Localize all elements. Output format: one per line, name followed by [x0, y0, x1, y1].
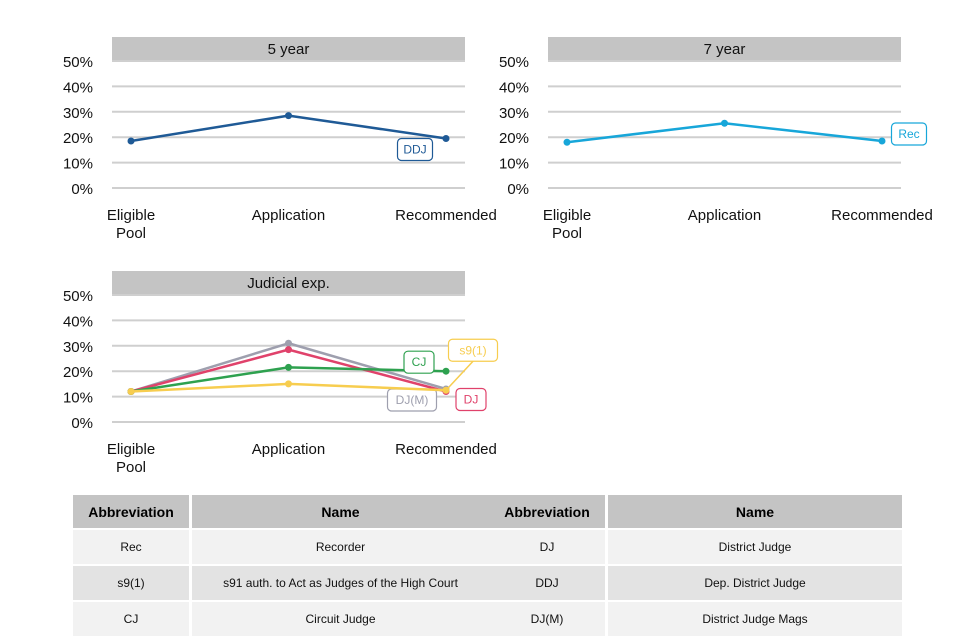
- data-point-s9-1: [285, 380, 292, 388]
- table-row: CJ Circuit Judge: [73, 600, 489, 636]
- series-label-dj-m: DJ(M): [396, 393, 429, 407]
- y-tick-label: 50%: [63, 54, 93, 71]
- y-tick-label: 30%: [63, 105, 93, 122]
- x-tick-label: Eligible Pool: [543, 207, 591, 242]
- chart-title-strip: [112, 37, 465, 61]
- series-label-ddj: DDJ: [403, 142, 426, 156]
- y-tick-label: 50%: [63, 288, 93, 305]
- series-label-box: [455, 387, 487, 412]
- chart-judicial-exp: Judicial exp. 0% 10% 20% 30% 40% 50% Eligible Po…: [63, 271, 499, 476]
- data-point-cj: [285, 363, 292, 371]
- header-name: Name: [192, 495, 489, 528]
- series-label-cj: CJ: [412, 355, 427, 369]
- data-point-rec: [721, 119, 728, 127]
- y-tick-label: 30%: [499, 105, 529, 122]
- data-point-ddj: [442, 134, 450, 142]
- x-tick-label: Recommended: [831, 207, 933, 224]
- table-row: DJ District Judge: [489, 528, 902, 564]
- y-tick-label: 40%: [63, 79, 93, 96]
- x-tick-label: Application: [252, 441, 325, 458]
- data-point-dj: [285, 346, 292, 354]
- x-tick-label: Eligible Pool: [107, 441, 155, 476]
- table-header-row: Abbreviation Name: [73, 495, 489, 528]
- name-cell: Circuit Judge: [192, 600, 489, 636]
- series-label-s9-1: s9(1): [459, 343, 486, 357]
- chart-title-strip: [112, 271, 465, 295]
- series-label-dj: DJ: [464, 393, 479, 407]
- y-tick-label: 0%: [71, 181, 93, 198]
- y-tick-label: 40%: [499, 79, 529, 96]
- x-tick-label: Recommended: [395, 207, 497, 224]
- table-row: Rec Recorder: [73, 528, 489, 564]
- x-tick-label: Application: [688, 207, 761, 224]
- chart-title: 7 year: [704, 41, 746, 58]
- abbr-cell: DJ(M): [489, 600, 608, 636]
- header-abbreviation: Abbreviation: [73, 495, 192, 528]
- chart-title: Judicial exp.: [247, 275, 330, 292]
- x-tick-label: Eligible Pool: [107, 207, 155, 242]
- chart-7-year: 7 year 0% 10% 20% 30% 40% 50% Eligible Pool Appli…: [499, 37, 933, 242]
- name-cell: s91 auth. to Act as Judges of the High C…: [192, 564, 489, 600]
- data-point-cj: [442, 367, 450, 375]
- series-label-box: [396, 137, 434, 162]
- table-row: DJ(M) District Judge Mags: [489, 600, 902, 636]
- y-tick-label: 40%: [63, 313, 93, 330]
- y-tick-label: 0%: [71, 415, 93, 432]
- y-tick-label: 50%: [499, 54, 529, 71]
- abbr-cell: DJ: [489, 528, 608, 564]
- abbreviation-table-right: Abbreviation Name DJ District Judge DDJ …: [489, 495, 902, 636]
- data-point-dj-m: [285, 339, 292, 347]
- y-tick-label: 10%: [63, 390, 93, 407]
- name-cell: Dep. District Judge: [608, 564, 902, 600]
- abbr-cell: Rec: [73, 528, 192, 564]
- data-point-s9-1: [127, 388, 135, 396]
- series-label-box: [447, 338, 499, 362]
- data-point-rec: [878, 137, 886, 145]
- series-label-box: [403, 350, 435, 374]
- y-tick-label: 10%: [499, 156, 529, 173]
- chart-5-year: 5 year 0% 10% 20% 30% 40% 50% Eligible Pool Appli…: [63, 37, 497, 242]
- table-header-row: Abbreviation Name: [489, 495, 902, 528]
- data-point-rec: [563, 138, 571, 146]
- abbr-cell: s9(1): [73, 564, 192, 600]
- y-tick-label: 0%: [507, 181, 529, 198]
- y-tick-label: 10%: [63, 156, 93, 173]
- series-label-box: [890, 122, 928, 146]
- name-cell: Recorder: [192, 528, 489, 564]
- series-label-rec: Rec: [898, 127, 919, 141]
- header-name: Name: [608, 495, 902, 528]
- x-tick-label: Application: [252, 207, 325, 224]
- header-abbreviation: Abbreviation: [489, 495, 608, 528]
- y-tick-label: 30%: [63, 339, 93, 356]
- series-label-leader: [445, 360, 474, 391]
- table-row: DDJ Dep. District Judge: [489, 564, 902, 600]
- abbreviation-table-left: Abbreviation Name Rec Recorder s9(1) s91…: [73, 495, 489, 636]
- abbr-cell: CJ: [73, 600, 192, 636]
- data-point-ddj: [285, 112, 292, 120]
- x-tick-label: Recommended: [395, 441, 497, 458]
- table-row: s9(1) s91 auth. to Act as Judges of the …: [73, 564, 489, 600]
- name-cell: District Judge Mags: [608, 600, 902, 636]
- abbr-cell: DDJ: [489, 564, 608, 600]
- data-point-ddj: [127, 137, 135, 145]
- chart-title-strip: [548, 37, 901, 61]
- chart-title: 5 year: [268, 41, 310, 58]
- y-tick-label: 20%: [499, 130, 529, 147]
- y-tick-label: 20%: [63, 364, 93, 381]
- charts-area: 5 year 0% 10% 20% 30% 40% 50% Eligible Pool Appli…: [63, 37, 933, 476]
- y-tick-label: 20%: [63, 130, 93, 147]
- name-cell: District Judge: [608, 528, 902, 564]
